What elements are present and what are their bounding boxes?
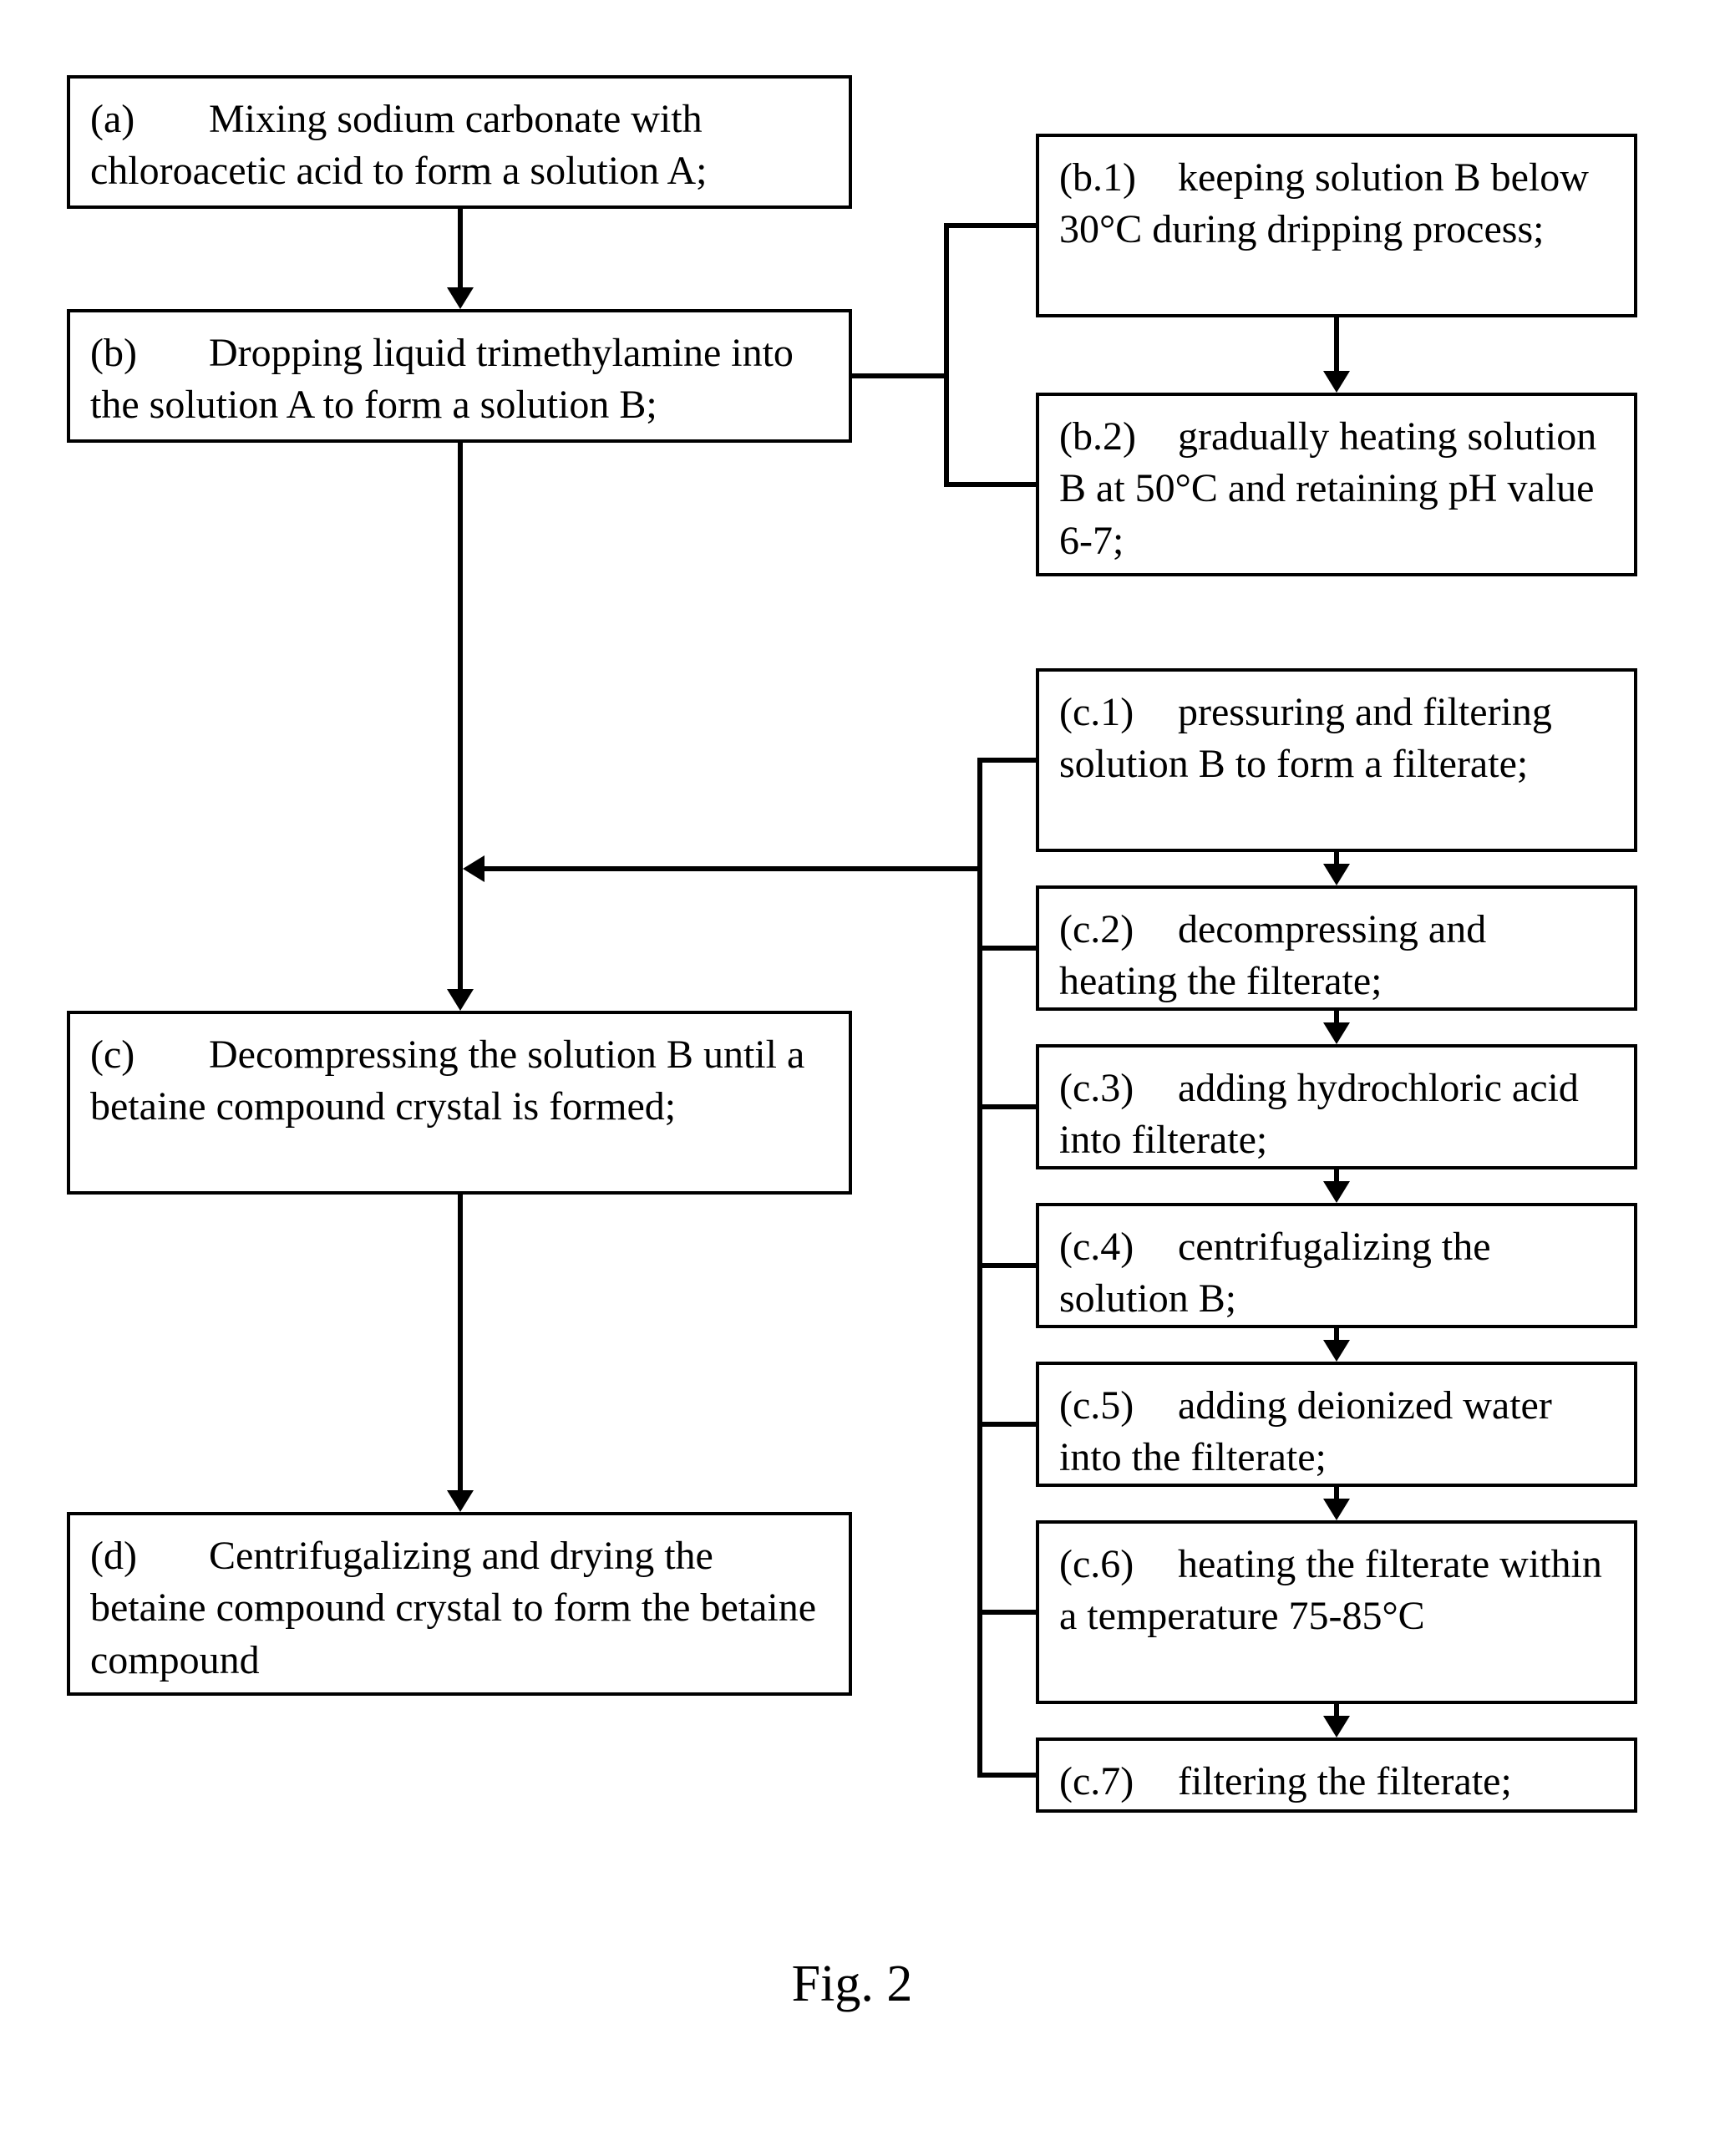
- conn-b-b1-h: [944, 223, 1036, 228]
- conn-b-bracket-h: [852, 373, 948, 378]
- step-c7: (c.7) filtering the filterate;: [1036, 1737, 1637, 1813]
- flowchart-container: (a) Mixing sodium carbonate with chloroa…: [17, 33, 1687, 2122]
- step-c4: (c.4) centrifugalizing the solution B;: [1036, 1203, 1637, 1328]
- step-c6: (c.6) heating the filterate within a tem…: [1036, 1520, 1637, 1704]
- step-c5-label: (c.5): [1059, 1380, 1168, 1432]
- arrow-c2-c3-head: [1323, 1022, 1350, 1044]
- step-a-label: (a): [90, 94, 199, 145]
- arrow-cside-main: [485, 866, 982, 871]
- conn-c7-h: [977, 1773, 1036, 1778]
- step-c1: (c.1) pressuring and filtering solution …: [1036, 668, 1637, 852]
- arrow-c-d: [458, 1195, 463, 1495]
- step-d-text: Centrifugalizing and drying the betaine …: [90, 1534, 816, 1682]
- arrow-b-c-head: [447, 989, 474, 1011]
- arrow-a-b: [458, 209, 463, 292]
- step-c6-label: (c.6): [1059, 1539, 1168, 1590]
- arrow-c3-c4-head: [1323, 1181, 1350, 1203]
- step-d: (d) Centrifugalizing and drying the beta…: [67, 1512, 852, 1696]
- step-b1: (b.1) keeping solution B below 30°C duri…: [1036, 134, 1637, 317]
- conn-b-b2-h: [944, 482, 1036, 487]
- arrow-c6-c7-head: [1323, 1716, 1350, 1737]
- figure-caption: Fig. 2: [727, 1955, 977, 2014]
- arrow-b1-b2-head: [1323, 371, 1350, 393]
- step-b: (b) Dropping liquid trimethylamine into …: [67, 309, 852, 443]
- step-b-label: (b): [90, 327, 199, 379]
- step-c1-label: (c.1): [1059, 687, 1168, 738]
- conn-c1-h: [977, 758, 1036, 763]
- step-b1-label: (b.1): [1059, 152, 1168, 204]
- arrow-b-c: [458, 443, 463, 994]
- step-b2: (b.2) gradually heating solution B at 50…: [1036, 393, 1637, 576]
- step-c7-label: (c.7): [1059, 1756, 1168, 1808]
- conn-b-bracket-v: [944, 223, 949, 487]
- step-c: (c) Decompressing the solution B until a…: [67, 1011, 852, 1195]
- arrow-c4-c5-head: [1323, 1340, 1350, 1362]
- arrow-b1-b2: [1334, 317, 1339, 376]
- conn-c6-h: [977, 1610, 1036, 1615]
- step-c5: (c.5) adding deionized water into the fi…: [1036, 1362, 1637, 1487]
- arrow-c5-c6-head: [1323, 1499, 1350, 1520]
- step-c3-label: (c.3): [1059, 1063, 1168, 1114]
- step-c2-label: (c.2): [1059, 904, 1168, 956]
- arrow-cside-main-head: [463, 855, 485, 882]
- step-a: (a) Mixing sodium carbonate with chloroa…: [67, 75, 852, 209]
- arrow-a-b-head: [447, 287, 474, 309]
- arrow-c-d-head: [447, 1490, 474, 1512]
- conn-c2-h: [977, 946, 1036, 951]
- step-d-label: (d): [90, 1530, 199, 1582]
- step-c3: (c.3) adding hydrochloric acid into filt…: [1036, 1044, 1637, 1169]
- conn-c3-h: [977, 1104, 1036, 1109]
- step-c7-text: filtering the filterate;: [1178, 1759, 1512, 1803]
- conn-c4-h: [977, 1263, 1036, 1268]
- arrow-c1-c2-head: [1323, 864, 1350, 885]
- conn-c5-h: [977, 1422, 1036, 1427]
- step-b2-label: (b.2): [1059, 411, 1168, 463]
- step-c4-label: (c.4): [1059, 1221, 1168, 1273]
- step-c2: (c.2) decompressing and heating the filt…: [1036, 885, 1637, 1011]
- step-c-label: (c): [90, 1029, 199, 1081]
